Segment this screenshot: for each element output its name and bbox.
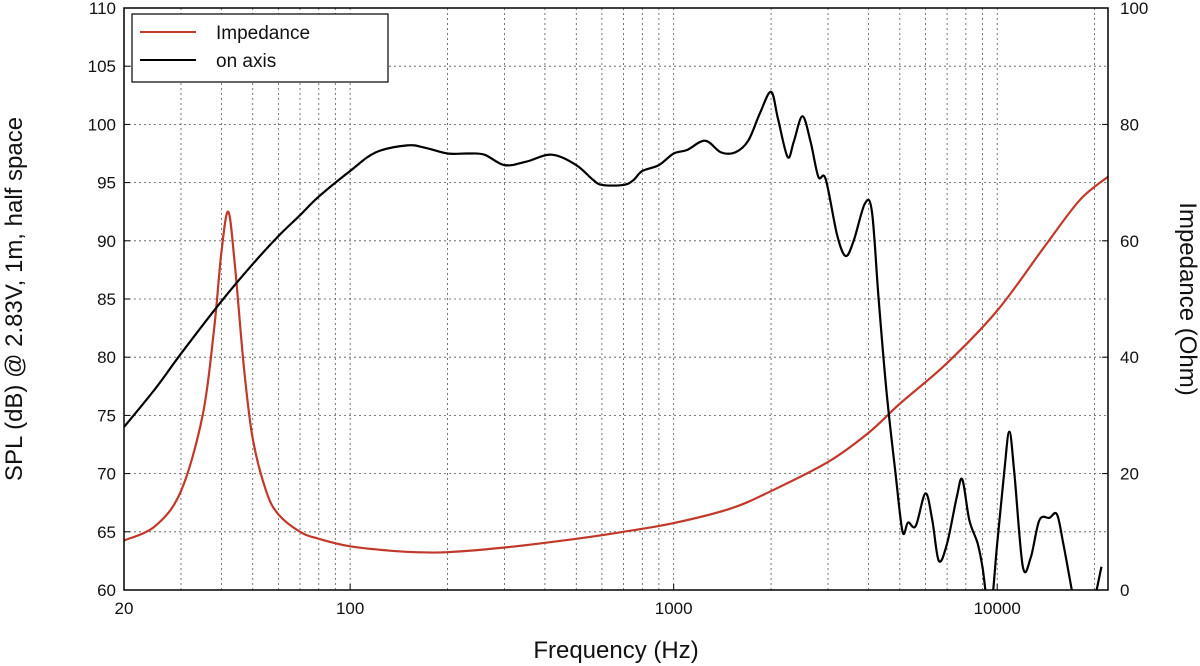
series-line-impedance <box>124 175 1108 554</box>
legend: Impedance on axis <box>131 13 389 83</box>
y-axis-right-title: Impedance (Ohm) <box>1174 202 1200 395</box>
y-left-tick-label: 110 <box>89 0 116 18</box>
y-left-tick-label: 105 <box>88 57 116 76</box>
tick-labels: 60 65 70 75 80 85 90 95 100 105 110 0 20 40 60 80 100 20 1… <box>88 0 1149 618</box>
x-tick-label: 20 <box>115 599 134 618</box>
y-left-tick-label: 70 <box>97 465 116 484</box>
legend-label-impedance: Impedance <box>216 23 310 44</box>
y-right-tick-label: 100 <box>1120 0 1148 18</box>
y-right-tick-label: 40 <box>1120 348 1139 367</box>
legend-label-on-axis: on axis <box>216 51 276 72</box>
x-tick-label: 10000 <box>974 599 1021 618</box>
grid <box>124 8 1108 590</box>
x-axis-title: Frequency (Hz) <box>533 637 698 664</box>
series-line-on-axis <box>124 90 1103 590</box>
y-left-tick-label: 60 <box>97 581 116 600</box>
y-left-tick-label: 75 <box>97 406 116 425</box>
y-right-tick-label: 60 <box>1120 232 1139 251</box>
y-right-tick-label: 20 <box>1120 465 1139 484</box>
x-tick-label: 100 <box>336 599 364 618</box>
plot-curves <box>124 90 1108 590</box>
y-right-tick-label: 80 <box>1120 115 1139 134</box>
x-tick-label: 1000 <box>655 599 693 618</box>
y-left-tick-label: 90 <box>97 232 116 251</box>
y-right-tick-label: 0 <box>1120 581 1129 600</box>
y-left-tick-label: 100 <box>88 115 116 134</box>
y-left-tick-label: 65 <box>97 523 116 542</box>
legend-box <box>131 13 389 83</box>
y-left-tick-label: 80 <box>97 348 116 367</box>
y-axis-left-title: SPL (dB) @ 2.83V, 1m, half space <box>1 117 28 481</box>
y-left-tick-label: 95 <box>97 174 116 193</box>
y-left-tick-label: 85 <box>97 290 116 309</box>
